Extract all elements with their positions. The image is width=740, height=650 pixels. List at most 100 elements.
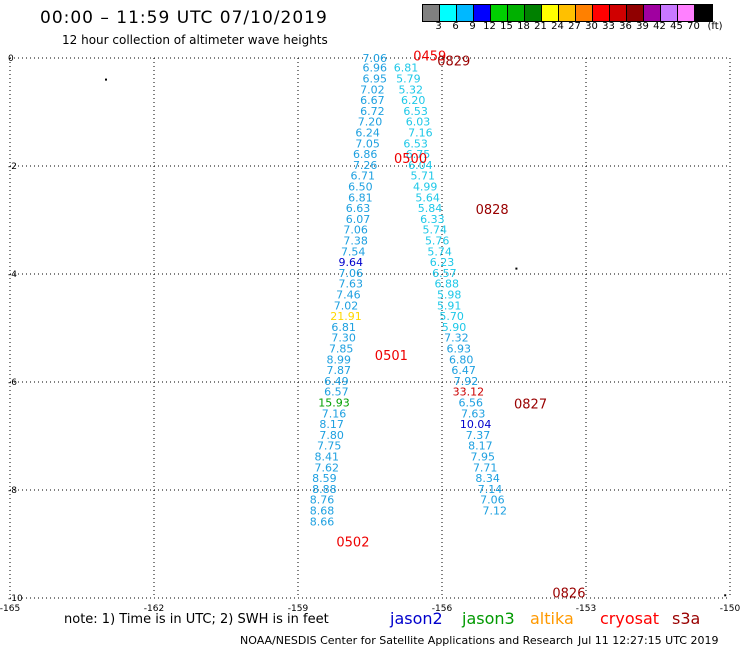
- swh-value-label: 33.12: [453, 386, 485, 399]
- swh-value-label: 5.76: [425, 235, 450, 248]
- swh-value-label: 6.57: [432, 267, 457, 280]
- legend-label: 39: [636, 21, 649, 32]
- swh-value-label: 7.16: [322, 407, 347, 420]
- swh-value-label: 7.38: [343, 235, 368, 248]
- legend-label: 6: [452, 21, 459, 32]
- legend-swatch: [695, 5, 712, 21]
- swh-value-label: 5.90: [442, 321, 467, 334]
- swh-value-label: 7.14: [478, 483, 503, 496]
- legend-label: 3: [435, 21, 442, 32]
- x-tick-label: -150: [720, 604, 740, 612]
- swh-value-label: 6.95: [363, 73, 388, 86]
- legend-swatch: [644, 5, 661, 21]
- legend-label: 21: [534, 21, 547, 32]
- legend-label: 27: [568, 21, 581, 32]
- legend-unit: (ft): [707, 21, 723, 32]
- legend-label: 15: [500, 21, 513, 32]
- swh-value-label: 5.79: [396, 73, 421, 86]
- swh-value-label: 7.06: [343, 224, 368, 237]
- swh-value-label: 6.57: [324, 386, 349, 399]
- swh-value-label: 9.64: [339, 256, 364, 269]
- swh-value-label: 7.87: [327, 364, 352, 377]
- page-subtitle: 12 hour collection of altimeter wave hei…: [62, 33, 328, 47]
- swh-value-label: 5.91: [437, 299, 462, 312]
- swh-value-label: 7.06: [339, 267, 364, 280]
- track-time-label: 0502: [336, 535, 369, 550]
- track-time-label: 0829: [437, 55, 470, 70]
- swh-value-label: 6.88: [435, 278, 460, 291]
- legend-label: 36: [619, 21, 632, 32]
- swh-value-label: 8.68: [310, 505, 335, 518]
- track-time-label: 0459: [413, 49, 446, 64]
- legend-swatch: [525, 5, 542, 21]
- swh-value-label: 8.99: [327, 353, 352, 366]
- swh-value-label: 7.30: [331, 332, 356, 345]
- swh-value-label: 7.12: [483, 505, 508, 518]
- satellite-jason2: jason2: [390, 609, 443, 628]
- color-scale-labels: 3 6 9 12 15 18 21 24 27 30 33 36 39 42 45 70 (ft): [422, 21, 728, 35]
- swh-value-label: 6.67: [360, 94, 385, 107]
- swh-value-label: 6.81: [331, 321, 356, 334]
- x-tick-label: -156: [432, 604, 453, 612]
- swh-value-label: 6.50: [348, 181, 373, 194]
- legend-swatch: [576, 5, 593, 21]
- swh-value-label: 6.93: [447, 343, 472, 356]
- swh-value-label: 8.59: [312, 472, 337, 485]
- swh-value-label: 5.74: [427, 245, 452, 258]
- swh-value-label: 6.53: [403, 137, 428, 150]
- swh-value-label: 6.81: [348, 191, 373, 204]
- swh-value-label: 7.46: [336, 289, 361, 302]
- legend-label: 33: [602, 21, 615, 32]
- swh-value-label: 7.85: [329, 343, 354, 356]
- swh-value-label: 7.71: [473, 461, 498, 474]
- y-tick-label: 0: [8, 54, 14, 64]
- page-title: 00:00 – 11:59 UTC 07/10/2019: [40, 8, 328, 28]
- swh-value-label: 7.02: [334, 299, 359, 312]
- swh-value-label: 6.20: [401, 94, 426, 107]
- swh-value-label: 7.54: [341, 245, 366, 258]
- legend-swatch: [457, 5, 474, 21]
- y-tick-label: -10: [8, 594, 23, 604]
- x-tick-label: -153: [576, 604, 596, 612]
- x-tick-label: -159: [288, 604, 309, 612]
- legend-label: 42: [653, 21, 666, 32]
- legend-label: 45: [670, 21, 683, 32]
- track-time-label: 0826: [552, 587, 585, 602]
- island-dot: [724, 594, 727, 597]
- swh-value-label: 5.32: [399, 83, 424, 96]
- swh-value-label: 7.32: [444, 332, 469, 345]
- island-dot: [105, 78, 107, 81]
- swh-value-label: 6.03: [406, 116, 431, 129]
- y-tick-label: -6: [8, 378, 17, 388]
- swh-value-label: 6.81: [394, 62, 419, 75]
- swh-value-label: 8.66: [310, 515, 335, 528]
- y-tick-label: -8: [8, 486, 17, 496]
- legend-swatch: [508, 5, 525, 21]
- swh-value-label: 7.16: [408, 127, 433, 140]
- track-time-label: 0500: [394, 152, 427, 167]
- satellite-altika: altika: [530, 609, 574, 628]
- swh-value-label: 6.47: [451, 364, 476, 377]
- track-time-label: 0827: [514, 398, 547, 413]
- swh-value-label: 8.88: [312, 483, 337, 496]
- legend-swatch: [610, 5, 627, 21]
- legend-swatch: [678, 5, 695, 21]
- swh-value-label: 7.95: [471, 451, 496, 464]
- swh-value-label: 7.80: [319, 429, 344, 442]
- swh-value-label: 5.74: [423, 224, 448, 237]
- swh-value-label: 6.63: [346, 202, 371, 215]
- legend-swatch: [627, 5, 644, 21]
- swh-value-label: 7.26: [353, 159, 378, 172]
- swh-value-label: 6.23: [430, 256, 455, 269]
- legend-label: 12: [483, 21, 496, 32]
- legend-swatch: [423, 5, 440, 21]
- swh-value-label: 5.98: [437, 289, 462, 302]
- swh-value-label: 7.37: [466, 429, 491, 442]
- satellite-jason3: jason3: [462, 609, 515, 628]
- legend-swatch: [491, 5, 508, 21]
- track-time-label: 0828: [476, 203, 509, 218]
- swh-value-label: 7.20: [358, 116, 383, 129]
- swh-value-label: 15.93: [318, 397, 350, 410]
- swh-value-label: 7.62: [315, 461, 340, 474]
- wave-height-map: -165 -162 -159 -156 -153 -150 0 -2 -4 -6 -8 -10 7.06…: [0, 49, 740, 612]
